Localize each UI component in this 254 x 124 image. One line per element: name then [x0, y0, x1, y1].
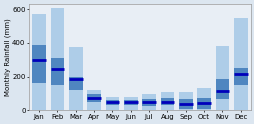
- Bar: [233, 18, 247, 110]
- Bar: [105, 100, 119, 105]
- Bar: [105, 97, 119, 110]
- Bar: [160, 92, 174, 110]
- Bar: [123, 100, 137, 105]
- Bar: [123, 97, 137, 110]
- Y-axis label: Monthly Rainfall (mm): Monthly Rainfall (mm): [4, 18, 11, 96]
- Bar: [196, 98, 210, 109]
- Bar: [32, 45, 46, 83]
- Bar: [50, 58, 64, 85]
- Bar: [87, 90, 101, 110]
- Bar: [142, 99, 155, 106]
- Bar: [69, 47, 82, 110]
- Bar: [196, 88, 210, 110]
- Bar: [87, 94, 101, 102]
- Bar: [142, 94, 155, 110]
- Bar: [69, 77, 82, 90]
- Bar: [50, 8, 64, 110]
- Bar: [160, 98, 174, 105]
- Bar: [178, 99, 192, 109]
- Bar: [178, 92, 192, 110]
- Bar: [233, 68, 247, 85]
- Bar: [215, 46, 228, 110]
- Bar: [215, 79, 228, 99]
- Bar: [32, 14, 46, 110]
